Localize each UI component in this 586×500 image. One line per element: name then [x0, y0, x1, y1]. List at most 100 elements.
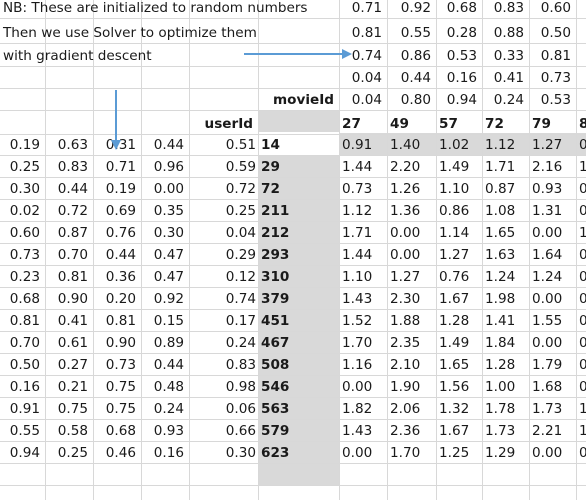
user-factor-cell[interactable]: 0.58: [57, 423, 88, 439]
prediction-cell[interactable]: 0.: [579, 313, 586, 329]
prediction-cell[interactable]: 1.82: [342, 401, 373, 417]
prediction-cell[interactable]: 0.00: [342, 445, 373, 461]
user-factor-and-id-cell[interactable]: 0.30 623: [189, 443, 339, 464]
user-id-cell[interactable]: 29: [261, 159, 280, 175]
user-factor-cell[interactable]: 0.23: [9, 269, 40, 285]
prediction-cell[interactable]: 1.36: [390, 203, 421, 219]
movie-factor-cell[interactable]: 0.24: [493, 92, 524, 108]
user-factor-cell[interactable]: 0.44: [57, 181, 88, 197]
user-factor-cell[interactable]: 0.76: [105, 225, 136, 241]
user-id-cell[interactable]: 293: [261, 247, 290, 263]
prediction-cell[interactable]: 2.30: [390, 291, 421, 307]
prediction-cell[interactable]: 1.65: [439, 357, 470, 373]
user-factor-cell[interactable]: 0.91: [9, 401, 40, 417]
prediction-cell[interactable]: 1.27: [532, 137, 563, 153]
user-factor-cell[interactable]: 0.20: [105, 291, 136, 307]
prediction-cell[interactable]: 1.31: [532, 203, 563, 219]
movie-factor-cell[interactable]: 0.33: [493, 48, 524, 64]
prediction-cell[interactable]: 0.73: [342, 181, 373, 197]
prediction-cell[interactable]: 1.28: [485, 357, 516, 373]
user-factor-cell[interactable]: 0.47: [153, 269, 184, 285]
user-factor-cell[interactable]: 0.31: [105, 137, 136, 153]
prediction-cell[interactable]: 1.64: [532, 247, 563, 263]
user-id-cell[interactable]: 623: [261, 445, 290, 461]
user-factor-cell[interactable]: 0.51: [225, 137, 256, 153]
prediction-cell[interactable]: 1.71: [485, 159, 516, 175]
prediction-cell[interactable]: 1.29: [485, 445, 516, 461]
user-factor-cell[interactable]: 0.29: [225, 247, 256, 263]
prediction-cell[interactable]: 0.: [579, 269, 586, 285]
user-id-cell[interactable]: 379: [261, 291, 290, 307]
prediction-cell[interactable]: 2.16: [532, 159, 563, 175]
user-factor-and-id-cell[interactable]: 0.24 467: [189, 333, 339, 354]
prediction-cell[interactable]: 1.00: [485, 379, 516, 395]
user-factor-cell[interactable]: 0.30: [153, 225, 184, 241]
prediction-cell[interactable]: 1.41: [485, 313, 516, 329]
prediction-cell[interactable]: 0.87: [485, 181, 516, 197]
user-factor-cell[interactable]: 0.55: [9, 423, 40, 439]
user-factor-cell[interactable]: 0.04: [225, 225, 256, 241]
prediction-cell[interactable]: 1.40: [390, 137, 421, 153]
user-factor-cell[interactable]: 0.81: [57, 269, 88, 285]
prediction-cell[interactable]: 2.06: [390, 401, 421, 417]
user-factor-cell[interactable]: 0.71: [105, 159, 136, 175]
user-factor-cell[interactable]: 0.60: [9, 225, 40, 241]
prediction-cell[interactable]: 1.: [579, 225, 586, 241]
prediction-cell[interactable]: 1.: [579, 423, 586, 439]
user-factor-cell[interactable]: 0.41: [57, 313, 88, 329]
prediction-cell[interactable]: 0.00: [390, 247, 421, 263]
user-id-cell[interactable]: 579: [261, 423, 290, 439]
user-factor-cell[interactable]: 0.87: [57, 225, 88, 241]
user-id-cell[interactable]: 310: [261, 269, 290, 285]
user-factor-cell[interactable]: 0.27: [57, 357, 88, 373]
user-factor-cell[interactable]: 0.83: [57, 159, 88, 175]
movie-factor-cell[interactable]: 0.73: [540, 70, 571, 86]
user-factor-cell[interactable]: 0.16: [9, 379, 40, 395]
movie-factor-cell[interactable]: 0.88: [493, 25, 524, 41]
movie-factor-cell[interactable]: 0.04: [351, 70, 382, 86]
movie-factor-cell[interactable]: 0.86: [400, 48, 431, 64]
user-id-cell[interactable]: 467: [261, 335, 290, 351]
user-factor-cell[interactable]: 0.25: [57, 445, 88, 461]
prediction-cell[interactable]: 0.00: [390, 225, 421, 241]
user-factor-and-id-cell[interactable]: 0.17 451: [189, 311, 339, 332]
movie-factor-cell[interactable]: 0.55: [400, 25, 431, 41]
user-factor-cell[interactable]: 0.92: [153, 291, 184, 307]
user-factor-cell[interactable]: 0.30: [9, 181, 40, 197]
prediction-cell[interactable]: 0.91: [342, 137, 373, 153]
prediction-cell[interactable]: 0.: [579, 137, 586, 153]
user-factor-cell[interactable]: 0.89: [153, 335, 184, 351]
prediction-cell[interactable]: 1.26: [390, 181, 421, 197]
prediction-cell[interactable]: 1.70: [390, 445, 421, 461]
prediction-cell[interactable]: 0.: [579, 181, 586, 197]
user-factor-and-id-cell[interactable]: 0.51 14: [189, 135, 339, 156]
user-factor-cell[interactable]: 0.75: [105, 401, 136, 417]
prediction-cell[interactable]: 1.49: [439, 335, 470, 351]
prediction-cell[interactable]: 2.36: [390, 423, 421, 439]
movie-factor-cell[interactable]: 0.80: [400, 92, 431, 108]
movie-factor-cell[interactable]: 0.74: [351, 48, 382, 64]
prediction-cell[interactable]: 0.: [579, 357, 586, 373]
prediction-cell[interactable]: 1.43: [342, 291, 373, 307]
prediction-cell[interactable]: 1.12: [485, 137, 516, 153]
user-factor-and-id-cell[interactable]: 0.59 29: [189, 157, 339, 178]
prediction-cell[interactable]: 1.10: [342, 269, 373, 285]
prediction-cell[interactable]: 1.84: [485, 335, 516, 351]
prediction-cell[interactable]: 1.73: [532, 401, 563, 417]
prediction-cell[interactable]: 1.44: [342, 247, 373, 263]
user-factor-cell[interactable]: 0.46: [105, 445, 136, 461]
movie-id-header[interactable]: 57: [439, 116, 458, 132]
prediction-cell[interactable]: 0.93: [532, 181, 563, 197]
prediction-cell[interactable]: 1.68: [532, 379, 563, 395]
user-factor-cell[interactable]: 0.35: [153, 203, 184, 219]
user-factor-and-id-cell[interactable]: 0.12 310: [189, 267, 339, 288]
user-factor-cell[interactable]: 0.24: [153, 401, 184, 417]
prediction-cell[interactable]: 1.70: [342, 335, 373, 351]
prediction-cell[interactable]: 1.67: [439, 423, 470, 439]
user-factor-cell[interactable]: 0.17: [225, 313, 256, 329]
user-factor-cell[interactable]: 0.81: [105, 313, 136, 329]
user-id-cell[interactable]: 72: [261, 181, 280, 197]
prediction-cell[interactable]: 1.65: [485, 225, 516, 241]
user-factor-and-id-cell[interactable]: 0.29 293: [189, 245, 339, 266]
